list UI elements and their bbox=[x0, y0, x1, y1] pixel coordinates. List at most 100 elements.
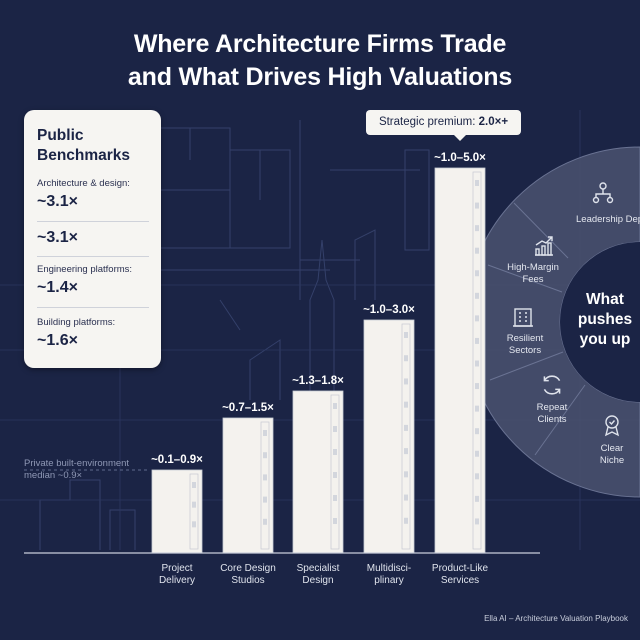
benchmark-architecture-repeat: ~3.1× bbox=[37, 226, 149, 248]
bar-window bbox=[333, 449, 337, 455]
bar-window bbox=[192, 521, 196, 528]
bar-window bbox=[475, 202, 479, 209]
divider bbox=[37, 256, 149, 257]
category-label-line: Studios bbox=[231, 575, 265, 586]
bar-group: ~1.0–3.0× bbox=[363, 304, 415, 554]
bar-window bbox=[404, 448, 408, 455]
category-label: Product-Like Services bbox=[415, 563, 505, 587]
bar-group: ~1.3–1.8× bbox=[292, 375, 344, 554]
benchmark-architecture: Architecture & design: ~3.1× bbox=[37, 178, 149, 212]
divider bbox=[37, 221, 149, 222]
category-label-line: Core Design bbox=[220, 563, 276, 574]
category-label-line: Product-Like bbox=[431, 563, 489, 574]
bar-window bbox=[475, 495, 479, 502]
badge-icon bbox=[604, 415, 620, 437]
benchmark-building: Building platforms: ~1.6× bbox=[37, 317, 149, 351]
bar-window bbox=[475, 383, 479, 390]
bar-window bbox=[263, 474, 267, 481]
driver-repeat-clients: Repeat Clients bbox=[536, 402, 568, 425]
category-label-line: Delivery bbox=[158, 575, 196, 586]
bar-window bbox=[404, 424, 408, 431]
callout-value: 2.0×+ bbox=[478, 116, 509, 128]
bar-window bbox=[404, 401, 408, 408]
bar-window bbox=[404, 378, 408, 385]
benchmark-label: Architecture & design: bbox=[37, 178, 130, 189]
bar-window bbox=[333, 403, 337, 409]
driver-resilient-sectors: Resilient Sectors bbox=[506, 333, 544, 356]
bar-window bbox=[475, 473, 479, 480]
median-note: Private built-environment median ~0.9× bbox=[24, 458, 130, 481]
bar-window-strip bbox=[472, 171, 482, 550]
bar-window bbox=[263, 430, 267, 436]
bar-window bbox=[263, 496, 267, 503]
bar-window-strip bbox=[330, 394, 340, 550]
bar-window bbox=[475, 270, 479, 277]
footer-credit: Ella AI – Architecture Valuation Playboo… bbox=[484, 614, 628, 623]
bar-window-strip bbox=[401, 323, 411, 550]
benchmark-label: Building platforms: bbox=[37, 317, 116, 328]
benchmark-value: ~1.6× bbox=[37, 332, 78, 349]
category-label-line: Project bbox=[161, 563, 193, 574]
strategic-premium-callout: Strategic premium: 2.0×+ bbox=[366, 110, 521, 141]
bar-window bbox=[333, 426, 337, 432]
benchmark-value: ~1.4× bbox=[37, 279, 78, 296]
divider bbox=[37, 307, 149, 308]
category-label: Multidisci-plinary bbox=[344, 563, 434, 587]
chart-title: Where Architecture Firms Trade and What … bbox=[0, 28, 640, 94]
category-label-line: Specialist bbox=[296, 563, 340, 574]
driver-leadership-depth: Leadership Depth bbox=[576, 214, 640, 225]
benchmark-label: Engineering platforms: bbox=[37, 264, 133, 275]
bar-window bbox=[475, 450, 479, 457]
benchmarks-heading: Public Benchmarks bbox=[37, 127, 131, 164]
bar-window bbox=[192, 501, 196, 508]
bar-group: ~0.1–0.9× bbox=[151, 454, 203, 554]
category-label-line: Services bbox=[440, 575, 480, 586]
bar-group: ~0.7–1.5× bbox=[222, 402, 274, 554]
bar-window bbox=[333, 495, 337, 501]
bar-window bbox=[333, 472, 337, 478]
driver-clear-niche: Clear Niche bbox=[599, 443, 625, 466]
org-chart-icon bbox=[592, 182, 614, 204]
category-label: Project Delivery bbox=[132, 563, 222, 587]
bar-window bbox=[404, 471, 408, 478]
cycle-icon bbox=[543, 375, 561, 395]
bar-range-label: ~0.1–0.9× bbox=[151, 454, 203, 466]
title-line-1: Where Architecture Firms Trade bbox=[133, 30, 507, 58]
bar-window bbox=[475, 428, 479, 435]
category-label-line: plinary bbox=[374, 575, 404, 586]
bar-window bbox=[475, 315, 479, 322]
bar-window bbox=[263, 452, 267, 459]
category-label: Core Design Studios bbox=[203, 563, 293, 587]
bar-window-strip bbox=[189, 473, 199, 550]
bar-window-strip bbox=[260, 421, 270, 550]
bar-window bbox=[475, 225, 479, 232]
category-label: Specialist Design bbox=[273, 563, 363, 587]
bar-window bbox=[263, 518, 267, 525]
bar bbox=[222, 417, 274, 554]
bar-window bbox=[404, 494, 408, 501]
bar-window bbox=[404, 517, 408, 524]
category-label-line: Design bbox=[302, 575, 334, 586]
bar-window bbox=[404, 355, 408, 362]
bar-range-label: ~1.0–5.0× bbox=[434, 152, 486, 164]
callout-prefix: Strategic premium: bbox=[378, 116, 479, 128]
benchmark-engineering: Engineering platforms: ~1.4× bbox=[37, 264, 149, 298]
bar-window bbox=[404, 332, 408, 338]
drivers-center-label: What pushes you up bbox=[577, 291, 633, 348]
driver-high-margin-fees: High-Margin Fees bbox=[507, 262, 559, 285]
bar-range-label: ~1.3–1.8× bbox=[292, 375, 344, 387]
category-label-line: Multidisci- bbox=[366, 563, 412, 574]
bar-window bbox=[475, 292, 479, 299]
building-icon bbox=[513, 308, 533, 327]
bar-window bbox=[475, 518, 479, 525]
bar-window bbox=[192, 482, 196, 488]
bar-window bbox=[475, 247, 479, 254]
bar-window bbox=[475, 405, 479, 412]
bar-range-label: ~0.7–1.5× bbox=[222, 402, 274, 414]
benchmark-value: ~3.1× bbox=[37, 193, 78, 210]
growth-chart-icon bbox=[535, 236, 553, 256]
bar-window bbox=[475, 180, 479, 186]
